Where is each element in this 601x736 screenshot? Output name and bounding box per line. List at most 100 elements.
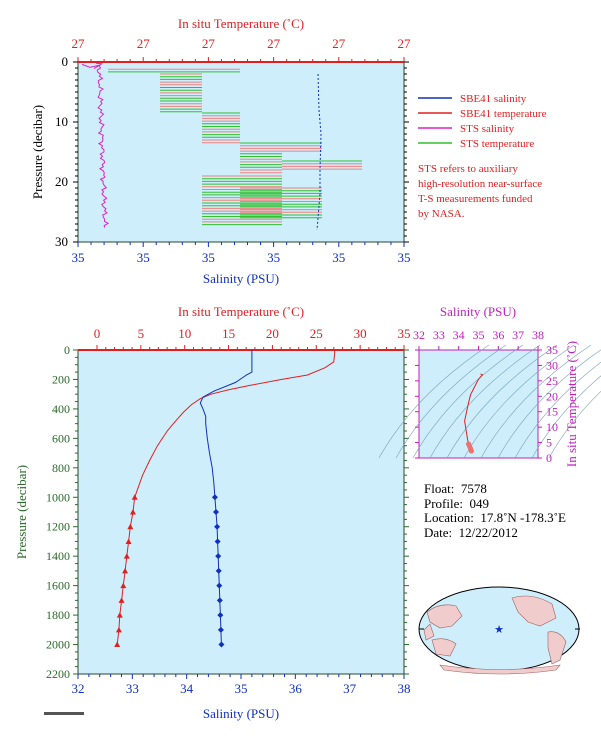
date-value: 12/22/2012 [458,524,518,540]
temperature-marker [125,538,132,544]
sts-salinity-trace [95,62,110,228]
main-sal-tick-label: 33 [126,681,139,696]
main-pressure-tick-label: 1400 [46,549,70,563]
main-pressure-tick-label: 400 [52,402,70,416]
main-sal-tick-label: 36 [289,681,303,696]
main-temp-tick-label: 0 [94,326,101,341]
ts-sal-tick-label: 36 [492,328,504,342]
temperature-marker [131,494,138,500]
south-america-landmass [547,631,567,665]
ts-sal-tick-label: 32 [413,328,425,342]
temperature-marker [118,597,125,603]
main-sal-ticks: 32 33 34 35 36 37 38 [72,674,411,696]
top-sal-tick-label: 35 [137,250,150,265]
main-sal-tick-label: 34 [180,681,194,696]
ts-temp-tick-label: 10 [546,420,558,434]
main-pressure-tick-label: 800 [52,461,70,475]
top-temp-axis-title: In situ Temperature (˚C) [178,16,304,31]
main-temp-ticks: 0 5 10 15 20 25 30 35 [94,326,411,350]
profile-number: 049 [469,495,490,511]
salinity-marker [216,582,223,589]
main-sal-tick-label: 32 [72,681,85,696]
sts-salinity-surface [81,63,101,70]
main-temp-tick-label: 10 [178,326,191,341]
footer-stamp [44,712,84,715]
density-isoline [531,375,601,459]
top-pressure-tick-label: 0 [62,54,69,69]
salinity-marker [214,538,221,545]
top-traces [81,62,362,231]
main-pressure-tick-label: 0 [64,343,70,357]
salinity-marker [213,509,220,515]
density-isoline [514,361,601,459]
salinity-marker [216,597,223,604]
top-sal-tick-label: 35 [267,250,280,265]
ts-deep-marker [465,441,472,447]
temperature-marker [129,509,136,515]
ts-trace [464,373,484,454]
sbe41-salinity-trace [316,73,322,231]
ts-temp-tick-label: 30 [546,358,558,372]
ts-temp-tick-label: 15 [546,405,558,419]
ts-sal-tick-label: 33 [433,328,445,342]
float-id: 7578 [460,481,487,496]
density-isoline [480,344,592,459]
temperature-marker [115,626,122,633]
salinity-marker [214,523,221,530]
temperature-marker [116,612,123,618]
density-isoline [378,344,490,459]
world-map: ★ [418,586,580,675]
main-sal-tick-label: 37 [343,681,357,696]
note-line: STS refers to auxiliary [418,163,518,175]
note-line: by NASA. [418,208,465,220]
main-pressure-tick-label: 200 [52,372,70,386]
float-location-marker: ★ [494,624,504,636]
float-row: Float: 7578 [424,481,487,496]
main-chart: In situ Temperature (˚C) 0 5 10 15 20 25 30 35 … [14,304,411,721]
top-pressure-tick-label: 20 [55,174,68,189]
temperature-marker [120,582,127,589]
map-continents [423,595,567,675]
main-pressure-tick-label: 600 [52,431,70,445]
ts-sal-tick-label: 38 [532,328,544,342]
ts-temp-tick-label: 35 [546,343,558,357]
density-isoline [429,344,541,459]
float-info: Float: 7578 Profile: 049 Location: 17.8˚… [424,481,566,540]
ts-plot-area [418,349,539,459]
location-row: Location: 17.8˚N -178.3˚E [424,510,566,525]
australia-landmass [431,638,457,657]
main-temp-tick-label: 35 [398,326,411,341]
top-temp-tick-label: 27 [267,36,281,51]
main-temp-tick-label: 15 [222,326,235,341]
legend-label: STS temperature [460,138,534,150]
top-sal-tick-label: 35 [72,250,85,265]
temperature-profile-line [116,350,336,645]
salinity-marker [217,626,224,633]
legend: SBE41 salinity SBE41 temperature STS salin… [418,93,547,150]
top-sal-ticks: 35 35 35 35 35 35 [72,242,411,265]
main-pressure-tick-label: 1800 [46,608,70,622]
top-temp-ticks: 27 27 27 27 27 27 [72,36,411,62]
main-pressure-ticks: 0 200 400 600 800 1000 1200 1400 1600 1800 2000 220… [46,343,409,681]
legend-label: STS salinity [460,123,515,135]
temperature-marker [127,523,134,530]
ts-temp-tick-label: 25 [546,374,558,388]
top-pressure-ticks: 0 10 20 30 [55,54,409,249]
temperature-marker [123,553,130,559]
top-pressure-tick-label: 30 [55,234,68,249]
top-pressure-tick-label: 10 [55,114,68,129]
main-pressure-axis-title: Pressure (decibar) [14,465,29,559]
note-line: high-resolution near-surface [418,178,542,190]
ts-temp-tick-label: 5 [546,436,552,450]
north-america-landmass [511,595,557,627]
note-line: T-S measurements funded [418,193,533,205]
ts-temp-axis-title: In situ Temperature (˚C) [564,341,579,467]
main-sal-tick-label: 35 [235,681,248,696]
main-pressure-tick-label: 1600 [46,579,70,593]
salinity-marker [217,612,224,619]
antarctica-landmass [439,664,561,675]
ts-temp-tick-label: 20 [546,389,558,403]
density-isoline [548,390,601,459]
